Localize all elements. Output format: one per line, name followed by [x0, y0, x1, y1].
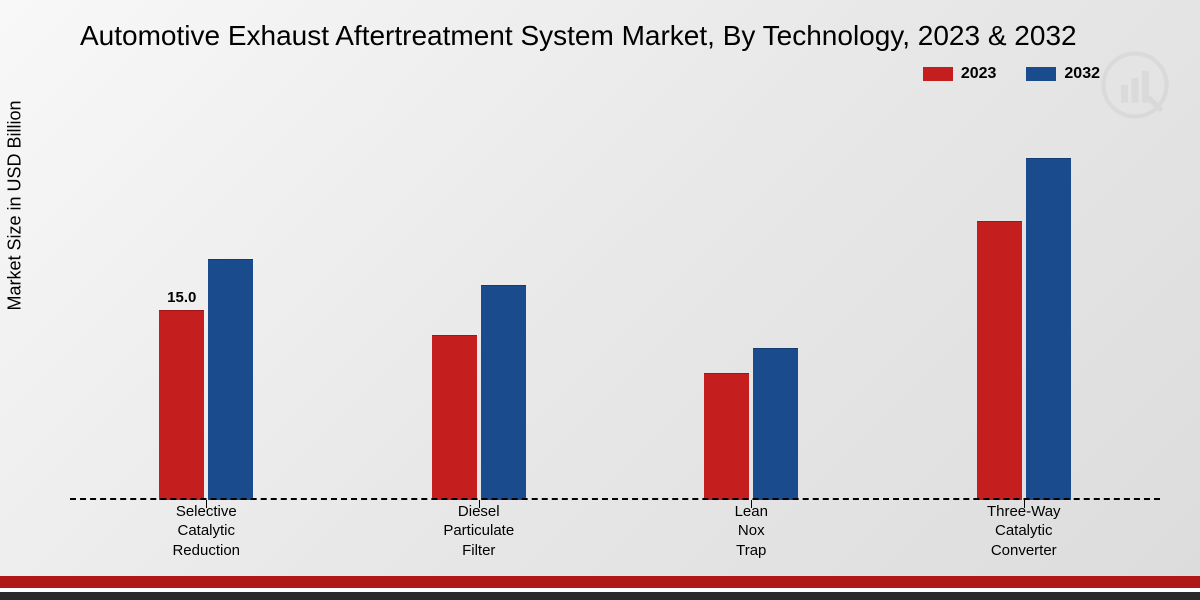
category-0: 15.0 [70, 120, 343, 500]
bar-value-label: 15.0 [167, 289, 196, 306]
legend-label-2032: 2032 [1064, 65, 1100, 83]
watermark-logo [1100, 50, 1170, 120]
category-3 [888, 120, 1161, 500]
bar-2032 [481, 285, 526, 500]
legend-swatch-2032 [1026, 67, 1056, 81]
category-2 [615, 120, 888, 500]
bar-2023 [704, 373, 749, 500]
x-label-3: Three-WayCatalyticConverter [888, 502, 1161, 561]
x-axis-labels: SelectiveCatalyticReductionDieselParticu… [70, 502, 1160, 561]
bar-2023 [432, 335, 477, 500]
footer-band [0, 576, 1200, 600]
legend-item-2023: 2023 [923, 65, 997, 83]
y-axis-label: Market Size in USD Billion [5, 100, 26, 310]
legend: 2023 2032 [923, 65, 1100, 83]
footer-red-stripe [0, 576, 1200, 588]
bar-2023: 15.0 [159, 310, 204, 500]
legend-label-2023: 2023 [961, 65, 997, 83]
x-label-0: SelectiveCatalyticReduction [70, 502, 343, 561]
bar-2032 [753, 348, 798, 500]
bar-2032 [1026, 158, 1071, 500]
x-label-1: DieselParticulateFilter [343, 502, 616, 561]
chart-bars-container: 15.0 [70, 120, 1160, 500]
footer-dark-stripe [0, 592, 1200, 600]
bar-2032 [208, 259, 253, 500]
chart-title: Automotive Exhaust Aftertreatment System… [80, 20, 1200, 52]
baseline [70, 498, 1160, 500]
legend-item-2032: 2032 [1026, 65, 1100, 83]
x-label-2: LeanNoxTrap [615, 502, 888, 561]
category-1 [343, 120, 616, 500]
bar-2023 [977, 221, 1022, 500]
legend-swatch-2023 [923, 67, 953, 81]
chart-area: 15.0 [70, 120, 1160, 500]
